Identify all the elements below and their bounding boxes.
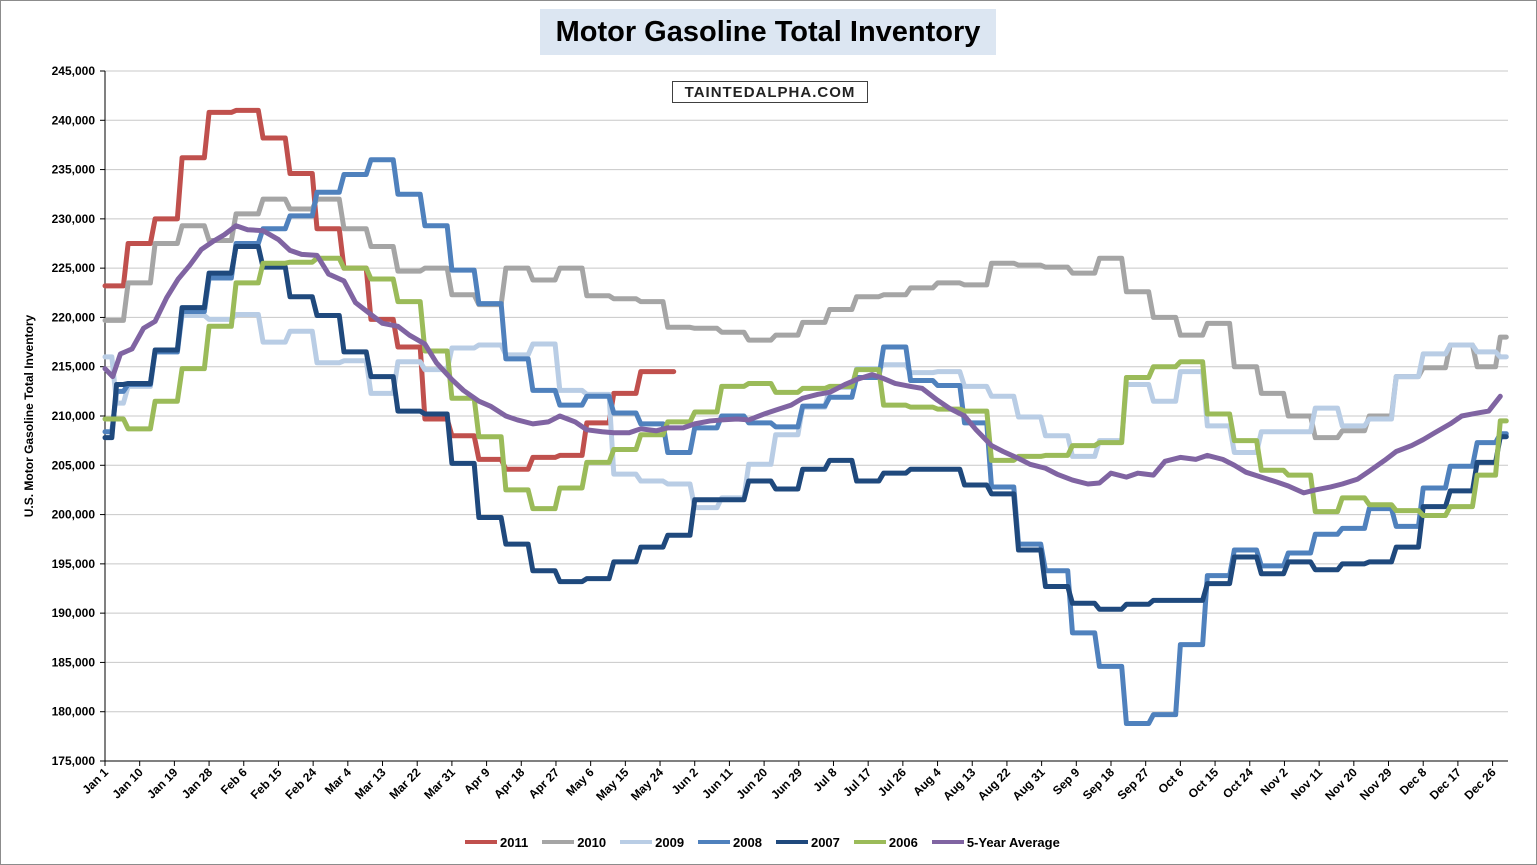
legend-swatch — [775, 840, 808, 844]
x-tick-label: Aug 4 — [910, 765, 944, 799]
legend-label: 2010 — [577, 834, 607, 850]
legend-item: 2008 — [698, 835, 762, 850]
x-tick-label: Feb 24 — [282, 765, 319, 802]
x-tick-label: Sep 9 — [1050, 765, 1083, 798]
y-tick-label: 230,000 — [52, 212, 96, 226]
legend-item: 2006 — [853, 834, 918, 850]
series-2007 — [102, 243, 1509, 612]
series-2011 — [102, 107, 677, 472]
series-2010 — [102, 196, 1509, 441]
x-tick-label: Jun 20 — [733, 765, 770, 802]
chart-title: Motor Gasoline Total Inventory — [555, 15, 981, 48]
x-tick-label: Jan 19 — [144, 765, 181, 802]
x-tick-label: Nov 2 — [1258, 765, 1291, 798]
x-tick-label: Nov 11 — [1288, 765, 1325, 802]
y-axis-label: U.S. Motor Gasoline Total Inventory — [22, 314, 36, 517]
x-tick-label: Jul 8 — [810, 765, 839, 794]
x-tick-label: Mar 13 — [352, 765, 389, 802]
x-tick-label: Aug 31 — [1010, 765, 1048, 803]
y-tick-label: 210,000 — [52, 409, 96, 423]
legend-item: 5-Year Average — [931, 834, 1060, 850]
y-tick-label: 235,000 — [52, 163, 96, 177]
series-lines — [102, 107, 1509, 727]
y-tick-labels: 175,000 180,000 185,000 190,000 195,000 200,0… — [52, 64, 96, 768]
y-tick-label: 225,000 — [52, 261, 96, 275]
y-tick-label: 240,000 — [52, 113, 96, 127]
legend-label: 5-Year Average — [966, 834, 1060, 850]
axes — [100, 70, 1508, 766]
x-tick-label: May 24 — [628, 765, 666, 803]
x-tick-label: Nov 29 — [1357, 765, 1395, 803]
watermark-logo: TAINTEDALPHA.COM — [672, 81, 868, 103]
y-tick-label: 195,000 — [52, 557, 96, 571]
x-tick-label: Feb 6 — [218, 765, 250, 797]
x-tick-label: Apr 9 — [461, 765, 493, 797]
x-tick-label: Apr 27 — [526, 765, 563, 802]
x-tick-label: Dec 8 — [1397, 765, 1430, 798]
x-tick-label: Aug 22 — [975, 765, 1013, 803]
x-tick-label: Nov 20 — [1322, 765, 1360, 803]
legend-label: 2008 — [733, 834, 762, 850]
x-tick-label: Jan 10 — [109, 765, 146, 802]
x-tick-label: Jun 29 — [768, 765, 805, 802]
legend-label: 2011 — [500, 834, 529, 850]
x-tick-label: Jan 1 — [80, 765, 112, 797]
chart-title-box: Motor Gasoline Total Inventory — [540, 9, 996, 55]
legend-label: 2007 — [810, 834, 840, 850]
x-tick-label: Feb 15 — [248, 765, 285, 802]
legend-item: 2007 — [775, 834, 840, 850]
series-2006 — [102, 255, 1509, 519]
legend-swatch — [698, 840, 731, 844]
y-tick-label: 175,000 — [52, 754, 96, 768]
legend-swatch — [465, 840, 497, 844]
x-tick-label: Dec 17 — [1427, 765, 1464, 802]
legend-item: 2011 — [465, 835, 528, 850]
x-tick-label: Oct 24 — [1220, 765, 1256, 801]
x-tick-label: Oct 15 — [1185, 765, 1221, 801]
legend-item: 2010 — [542, 835, 606, 850]
series-2009 — [102, 311, 1509, 511]
x-tick-label: May 15 — [593, 765, 631, 803]
x-tick-label: Jun 11 — [699, 765, 736, 802]
x-tick-label: Jul 17 — [840, 765, 874, 799]
y-tick-label: 215,000 — [52, 360, 96, 374]
x-tick-label: Jan 28 — [179, 765, 216, 802]
x-tick-label: Jun 2 — [669, 765, 701, 797]
legend-label: 2006 — [888, 834, 918, 850]
y-tick-label: 205,000 — [52, 458, 96, 472]
x-tick-label: Sep 27 — [1115, 765, 1152, 802]
x-tick-label: Apr 18 — [491, 765, 528, 802]
legend-swatch — [931, 840, 964, 844]
series-5-year-average — [102, 223, 1503, 496]
y-tick-label: 190,000 — [52, 606, 96, 620]
x-tick-label: May 6 — [563, 765, 597, 799]
x-tick-label: Dec 26 — [1461, 765, 1498, 802]
y-tick-label: 200,000 — [52, 508, 96, 522]
y-tick-label: 245,000 — [52, 64, 96, 78]
x-tick-label: Mar 31 — [421, 765, 458, 802]
chart-legend: 2011 2010 2009 2008 2007 2006 5-Year Average — [465, 833, 1060, 851]
legend-label: 2009 — [655, 834, 685, 850]
legend-item: 2009 — [620, 835, 684, 850]
y-tick-label: 185,000 — [52, 655, 96, 669]
legend-swatch — [620, 840, 653, 844]
x-tick-label: Jul 26 — [875, 765, 909, 799]
legend-swatch — [542, 840, 575, 844]
x-tick-label: Aug 13 — [940, 765, 978, 803]
x-tick-label: Mar 4 — [322, 765, 354, 797]
x-tick-label: Mar 22 — [387, 765, 424, 802]
x-tick-label: Oct 6 — [1155, 765, 1186, 796]
x-tick-label: Sep 18 — [1080, 765, 1117, 802]
legend-swatch — [853, 840, 886, 844]
y-tick-label: 180,000 — [52, 705, 96, 719]
y-tick-label: 220,000 — [52, 310, 96, 324]
series-2008 — [102, 157, 1509, 727]
